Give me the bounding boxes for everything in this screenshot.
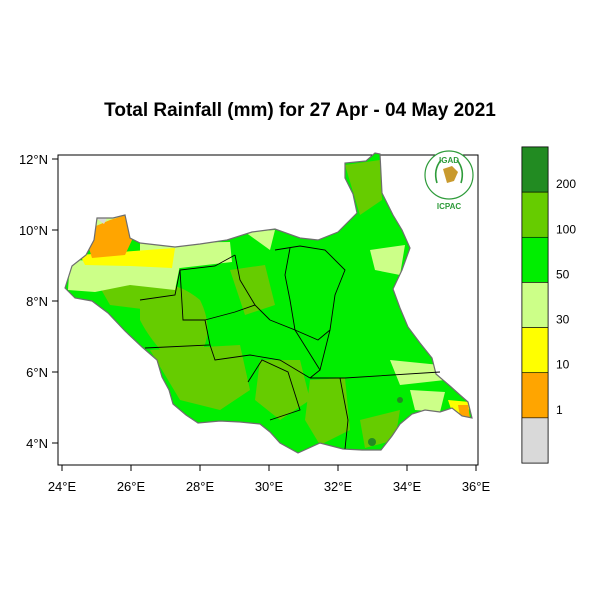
rainfall-patch-over-200 bbox=[397, 397, 403, 403]
rainfall-patch-30-50 bbox=[68, 260, 180, 292]
rainfall-patch-30-50 bbox=[390, 360, 445, 385]
legend-colorbar: 200 100 50 30 10 1 bbox=[521, 146, 576, 464]
lon-tick-label: 32°E bbox=[324, 479, 353, 494]
logo-bottom-text: ICPAC bbox=[437, 202, 462, 211]
legend-label: 200 bbox=[556, 177, 576, 191]
rainfall-patch-10-30 bbox=[80, 248, 175, 268]
lon-tick-label: 36°E bbox=[462, 479, 491, 494]
state-boundary bbox=[209, 344, 311, 379]
state-boundary bbox=[234, 254, 256, 306]
lat-tick-label: 10°N bbox=[19, 223, 48, 238]
legend-label: 100 bbox=[556, 222, 576, 236]
legend-swatch bbox=[521, 191, 549, 238]
lat-tick-label: 6°N bbox=[26, 365, 48, 380]
legend-swatch bbox=[521, 146, 549, 193]
state-boundary bbox=[339, 377, 349, 450]
rainfall-patch-30-50 bbox=[410, 390, 445, 412]
lon-tick-label: 30°E bbox=[255, 479, 284, 494]
state-boundary bbox=[247, 359, 301, 421]
legend-labels: 200 100 50 30 10 1 bbox=[556, 177, 576, 417]
logo-laurel-icon bbox=[434, 159, 464, 184]
rainfall-patch-100-200 bbox=[345, 160, 382, 215]
lon-tick-label: 24°E bbox=[48, 479, 77, 494]
state-boundaries bbox=[139, 245, 441, 450]
legend-swatch bbox=[521, 327, 549, 374]
legend-label: 10 bbox=[556, 358, 570, 372]
state-boundary bbox=[204, 304, 271, 321]
rainfall-patch-over-200 bbox=[368, 438, 376, 446]
state-boundary bbox=[294, 329, 331, 341]
logo-map-icon bbox=[443, 166, 458, 183]
state-boundary bbox=[269, 319, 321, 379]
rainfall-patch-1-10 bbox=[88, 215, 132, 258]
lat-tick-label: 12°N bbox=[19, 152, 48, 167]
legend-label: 1 bbox=[556, 403, 563, 417]
rainfall-patch-100-200 bbox=[305, 378, 350, 445]
lon-tick-label: 26°E bbox=[117, 479, 146, 494]
legend-swatch bbox=[521, 282, 549, 328]
legend-swatches bbox=[521, 146, 549, 464]
lon-tick-label: 28°E bbox=[186, 479, 215, 494]
legend-label: 30 bbox=[556, 313, 570, 327]
state-boundary bbox=[310, 371, 441, 379]
igad-icpac-logo: IGAD ICPAC bbox=[424, 150, 474, 211]
rainfall-patch-100-200 bbox=[255, 360, 310, 420]
rainfall-patch-100-200 bbox=[150, 345, 250, 410]
legend-swatch bbox=[521, 372, 549, 419]
map-axes: 24°E 26°E 28°E 30°E 32°E 34°E 36°E 4°N 6°N 8°N 10°… bbox=[19, 152, 491, 494]
map-title: Total Rainfall (mm) for 27 Apr - 04 May … bbox=[104, 100, 496, 121]
lon-tick-label: 34°E bbox=[393, 479, 422, 494]
rainfall-patch-100-200 bbox=[140, 284, 208, 360]
legend-swatch bbox=[521, 417, 549, 464]
legend-swatch bbox=[521, 236, 549, 283]
lat-tick-label: 8°N bbox=[26, 294, 48, 309]
logo-top-text: IGAD bbox=[439, 156, 459, 165]
state-boundary bbox=[284, 247, 296, 331]
rainfall-patch-30-50 bbox=[370, 245, 405, 275]
lat-tick-label: 4°N bbox=[26, 436, 48, 451]
rainfall-patch-100-200 bbox=[230, 265, 275, 315]
rainfall-patch-30-50 bbox=[245, 230, 275, 250]
legend-label: 50 bbox=[556, 267, 570, 281]
